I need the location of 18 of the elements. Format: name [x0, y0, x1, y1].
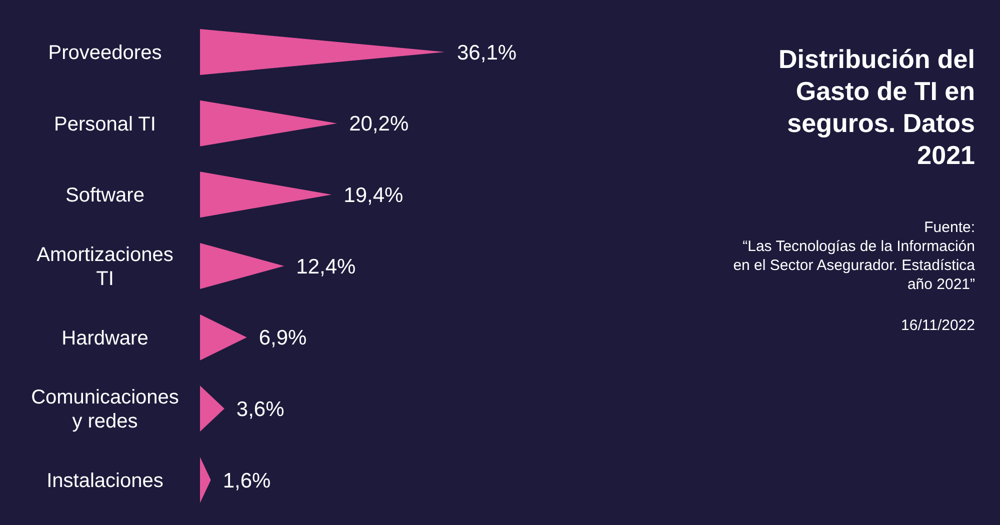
- data-label: 12,4%: [296, 255, 356, 278]
- y-tick-label: Proveedores: [48, 42, 162, 64]
- data-label: 20,2%: [349, 112, 409, 136]
- source-note: Fuente:: [924, 219, 975, 236]
- y-tick-label: Instalaciones: [46, 470, 164, 492]
- y-tick-label: Amortizaciones TI: [36, 244, 174, 290]
- y-tick-label: Hardware: [62, 327, 148, 350]
- data-label: 1,6%: [222, 469, 271, 492]
- data-label: 36,1%: [457, 41, 517, 64]
- text: “Las Tecnologías de la Información en el Sector Asegurador. Estadística año 2021”: [733, 238, 976, 293]
- text: Distribución del Gasto de TI en seguros. Datos 2021: [778, 44, 975, 170]
- y-tick-label: Comunicaciones y redes: [31, 386, 179, 433]
- y-tick-label: Software: [66, 184, 144, 207]
- text: 16/11/2022: [901, 317, 975, 334]
- y-tick-label: Personal TI: [54, 113, 156, 136]
- data-label: 19,4%: [344, 184, 404, 208]
- data-label: 6,9%: [258, 326, 307, 350]
- data-label: 3,6%: [236, 398, 284, 422]
